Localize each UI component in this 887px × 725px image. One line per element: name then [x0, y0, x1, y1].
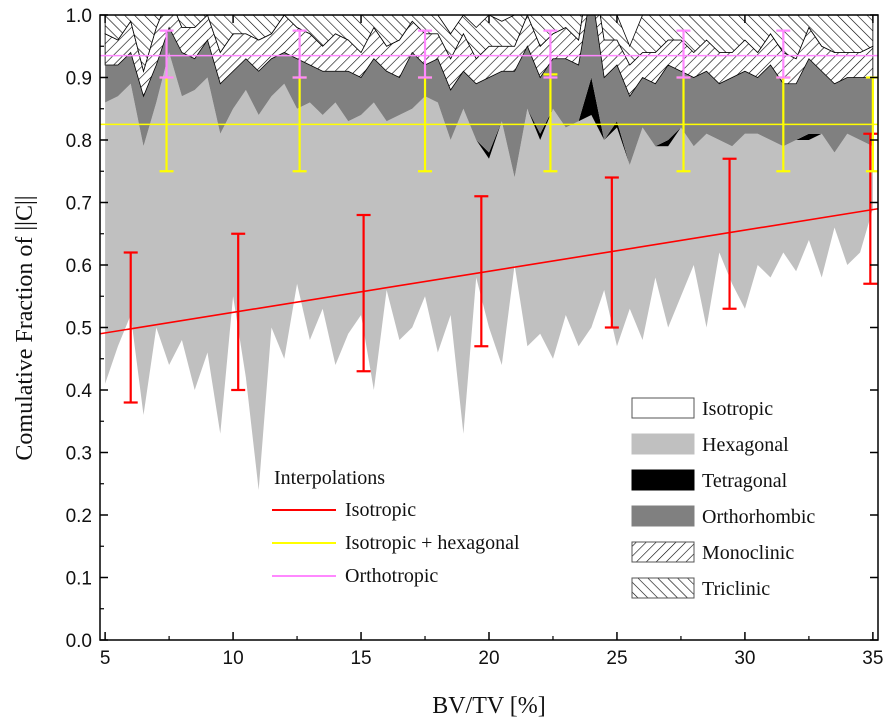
- error-bar-isotropic: [722, 157, 737, 310]
- legend-label-monoclinic: Monoclinic: [702, 542, 794, 564]
- y-tick-label: 0.5: [66, 319, 92, 340]
- error-bar-isotropic: [604, 176, 619, 329]
- interp-legend-label-isotropic: Isotropic: [345, 499, 416, 521]
- interp-line-isotropic: [100, 207, 878, 335]
- legend-swatch-isotropic: [631, 397, 695, 419]
- legend-label-triclinic: Triclinic: [702, 578, 770, 600]
- error-bar-orthotropic: [543, 29, 558, 79]
- y-tick-label: 0.6: [66, 256, 92, 277]
- x-tick-label: 15: [350, 648, 371, 669]
- legend-label-tetragonal: Tetragonal: [702, 470, 788, 492]
- y-tick-label: 1.0: [66, 6, 92, 27]
- y-tick-label: 0.4: [66, 381, 93, 402]
- interpolations-title: Interpolations: [274, 467, 385, 489]
- error-bar-isotropic: [863, 132, 878, 285]
- error-bar-isotropic: [231, 232, 246, 392]
- error-bar-orthotropic: [292, 29, 307, 79]
- legend-label-hexagonal: Hexagonal: [702, 434, 789, 456]
- legend-swatch-hexagonal: [631, 433, 695, 455]
- error-bar-orthotropic: [676, 29, 691, 79]
- error-bar-orthotropic: [776, 29, 791, 79]
- error-bar-isotropic: [123, 251, 138, 404]
- y-tick-label: 0.1: [66, 569, 92, 590]
- interp-legend-label-orthotropic: Orthotropic: [345, 565, 438, 587]
- area-orthorhombic: [105, 15, 873, 178]
- legend-label-orthorhombic: Orthorhombic: [702, 506, 815, 528]
- interp-legend-label-isotropic-hexagonal: Isotropic + hexagonal: [345, 532, 520, 554]
- error-bar-isotropic: [474, 195, 489, 348]
- x-tick-label: 5: [100, 648, 111, 669]
- x-tick-label: 35: [862, 648, 883, 669]
- x-tick-label: 25: [606, 648, 627, 669]
- legend: Isotropic Hexagonal Tetragonal Orthorhombic…: [631, 397, 815, 600]
- y-axis-title: Comulative Fraction of ||C||: [12, 195, 38, 460]
- legend-swatch-monoclinic: [631, 541, 695, 563]
- interpolation-lines: [100, 29, 878, 404]
- legend-swatch-tetragonal: [631, 469, 695, 491]
- y-tick-label: 0.0: [66, 631, 92, 652]
- x-tick-label: 20: [478, 648, 499, 669]
- y-tick-label: 0.9: [66, 69, 92, 90]
- x-axis-title: BV/TV [%]: [432, 693, 546, 719]
- axes: 5 10 15 20 25 30 35 0.0 0.1 0.2 0.3 0.4 0.5 0.6 0.7 0.8…: [66, 6, 884, 669]
- y-tick-label: 0.3: [66, 444, 92, 465]
- x-tick-label: 10: [223, 648, 244, 669]
- error-bar-orthotropic: [159, 29, 174, 79]
- area-triclinic: [104, 15, 874, 73]
- legend-label-isotropic: Isotropic: [702, 398, 773, 420]
- x-tick-label: 30: [734, 648, 755, 669]
- legend-swatch-orthorhombic: [631, 505, 695, 527]
- y-tick-label: 0.8: [66, 131, 92, 152]
- y-tick-label: 0.2: [66, 506, 92, 527]
- error-bar-orthotropic: [418, 29, 433, 79]
- area-isotropic: [105, 208, 873, 640]
- interpolation-legend: Interpolations Isotropic Isotropic + hexag…: [272, 467, 520, 587]
- y-tick-label: 0.7: [66, 194, 92, 215]
- error-bar-isotropic: [356, 213, 371, 373]
- legend-swatch-triclinic: [631, 577, 695, 599]
